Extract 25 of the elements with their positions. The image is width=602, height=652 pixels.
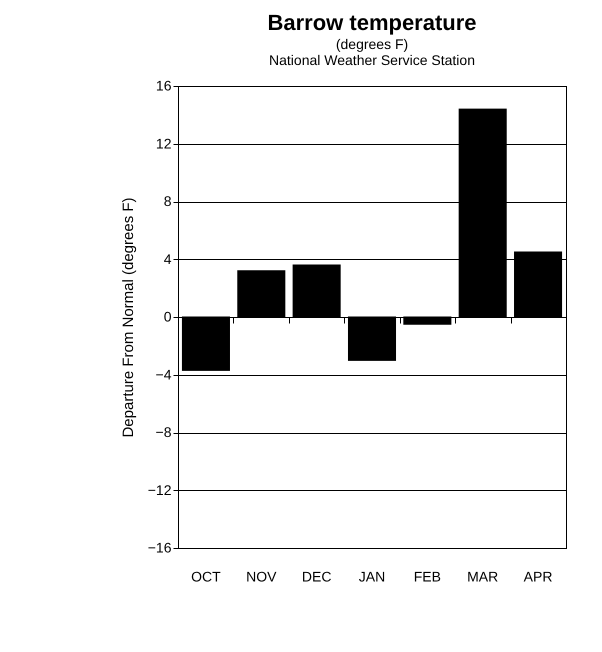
x-tick-label: APR [524, 568, 552, 584]
y-tick-label: −8 [156, 424, 172, 440]
x-tick-label: MAR [467, 568, 498, 584]
x-tick-label: FEB [414, 568, 441, 584]
y-axis-title: Departure From Normal (degrees F) [120, 197, 137, 438]
x-tick-label: OCT [191, 568, 222, 584]
y-tick-label: 4 [164, 250, 172, 267]
x-tick-label: NOV [246, 568, 278, 584]
y-tick-label: −16 [148, 540, 172, 556]
x-tick-label: JAN [358, 568, 386, 584]
y-tick-label: 0 [164, 308, 172, 324]
bar [403, 316, 452, 325]
y-tick-label: 12 [156, 135, 172, 152]
bar [292, 264, 341, 318]
y-tick-label: −4 [156, 366, 172, 382]
y-tick-label: −12 [148, 482, 172, 498]
chart-title: Barrow temperature [267, 10, 477, 35]
y-tick-label: 16 [156, 78, 172, 94]
bar [348, 316, 396, 361]
bar [182, 316, 230, 371]
bar [237, 270, 286, 318]
text: National Weather Service Station [269, 52, 475, 68]
text: (degrees F) [336, 36, 408, 52]
x-tick-label: DEC [302, 568, 332, 584]
y-tick-label: 8 [164, 193, 172, 209]
